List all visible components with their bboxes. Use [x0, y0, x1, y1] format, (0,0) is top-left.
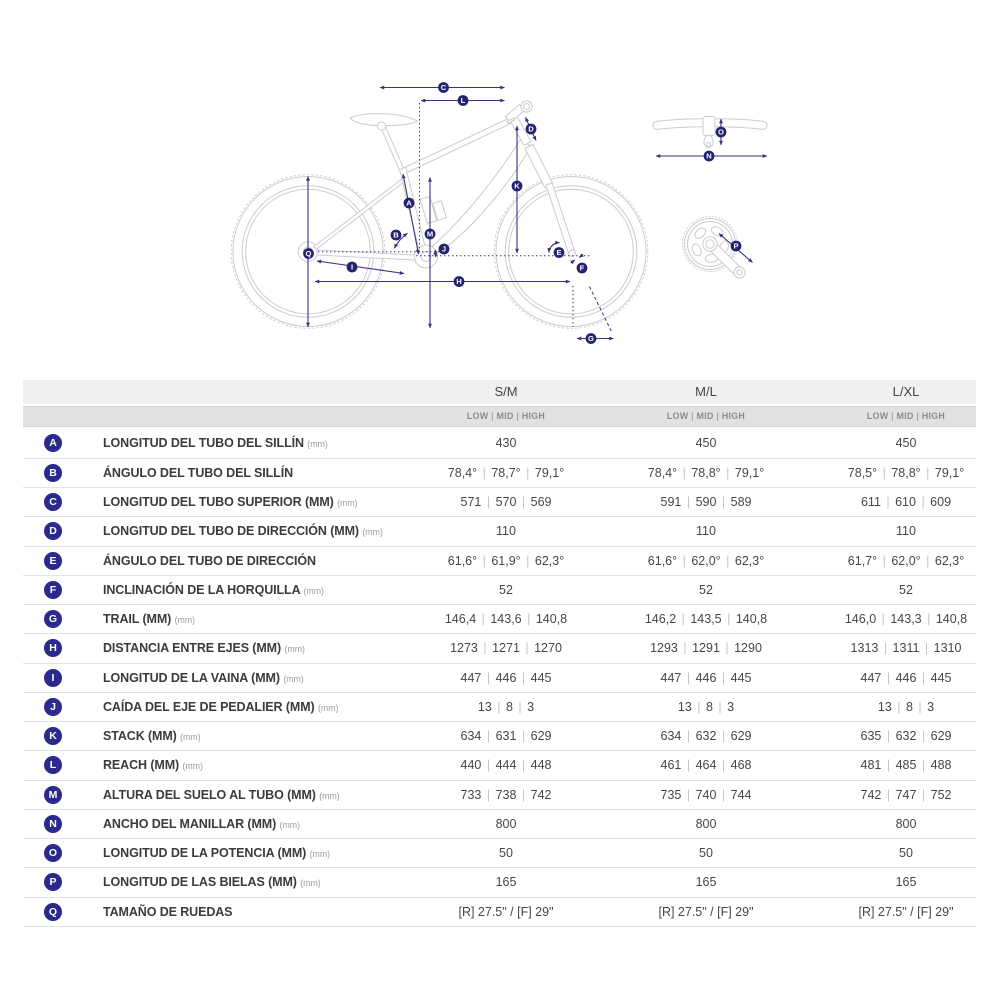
svg-text:I: I — [351, 263, 353, 272]
svg-text:E: E — [556, 248, 561, 257]
svg-text:P: P — [733, 242, 738, 251]
svg-text:D: D — [528, 125, 534, 134]
svg-text:L: L — [461, 96, 466, 105]
svg-text:C: C — [441, 83, 447, 92]
svg-text:B: B — [393, 231, 399, 240]
svg-text:G: G — [588, 334, 594, 343]
svg-text:K: K — [514, 182, 520, 191]
svg-text:H: H — [456, 277, 461, 286]
svg-text:Q: Q — [306, 249, 312, 258]
svg-text:F: F — [580, 264, 585, 273]
svg-text:O: O — [718, 128, 724, 137]
svg-text:M: M — [427, 230, 433, 239]
svg-text:A: A — [406, 199, 412, 208]
svg-text:J: J — [442, 245, 446, 254]
svg-text:N: N — [706, 152, 711, 161]
